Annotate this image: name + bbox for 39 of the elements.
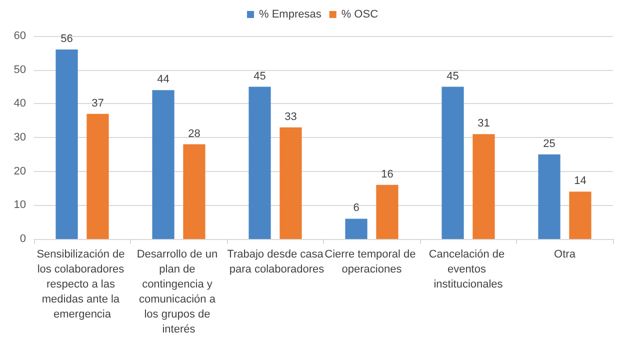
bar [280,127,302,239]
data-label: 31 [478,118,490,130]
data-label: 28 [188,128,200,140]
data-label: 45 [446,70,459,82]
data-label: 25 [543,138,556,150]
x-tick-label: Trabajo desde casa para colaboradores [226,248,325,276]
data-label: 56 [60,33,73,46]
bar [345,218,368,239]
data-label: 6 [353,202,360,214]
bar [152,90,174,239]
bar [56,50,78,239]
bar [248,86,271,239]
legend-label: % OSC [341,8,378,20]
y-tick-label: 0 [20,233,26,245]
data-label: 37 [92,97,104,110]
bar [538,154,560,239]
data-label: 44 [157,74,170,86]
y-tick-label: 50 [14,64,26,76]
x-tick-label: Desarrollo de un plan de contingencia y comunicación a los grupos de interés [136,248,221,336]
bar [183,144,206,239]
bar [86,114,109,239]
bar [472,134,495,239]
data-label: 45 [254,70,266,82]
y-tick-label: 60 [14,30,26,42]
x-tick-label: Sensibilización de los colaboradores respecto a las medidas ante la emergencia [36,248,128,320]
x-tick-label: Cierre temporal de operaciones [324,248,419,276]
data-label: 16 [381,168,394,180]
x-tick-label: Otra [554,248,576,260]
y-tick-label: 40 [14,98,26,110]
bar [569,192,592,239]
y-tick-label: 30 [14,132,26,144]
data-label: 14 [574,175,586,188]
y-tick-label: 20 [14,165,26,178]
bar [442,86,464,239]
data-label: 33 [284,110,297,123]
legend-label: % Empresas [258,8,322,20]
x-tick-label: Cancelación de eventos institucionales [428,248,508,290]
y-tick-label: 10 [14,199,26,212]
bar [376,184,398,239]
